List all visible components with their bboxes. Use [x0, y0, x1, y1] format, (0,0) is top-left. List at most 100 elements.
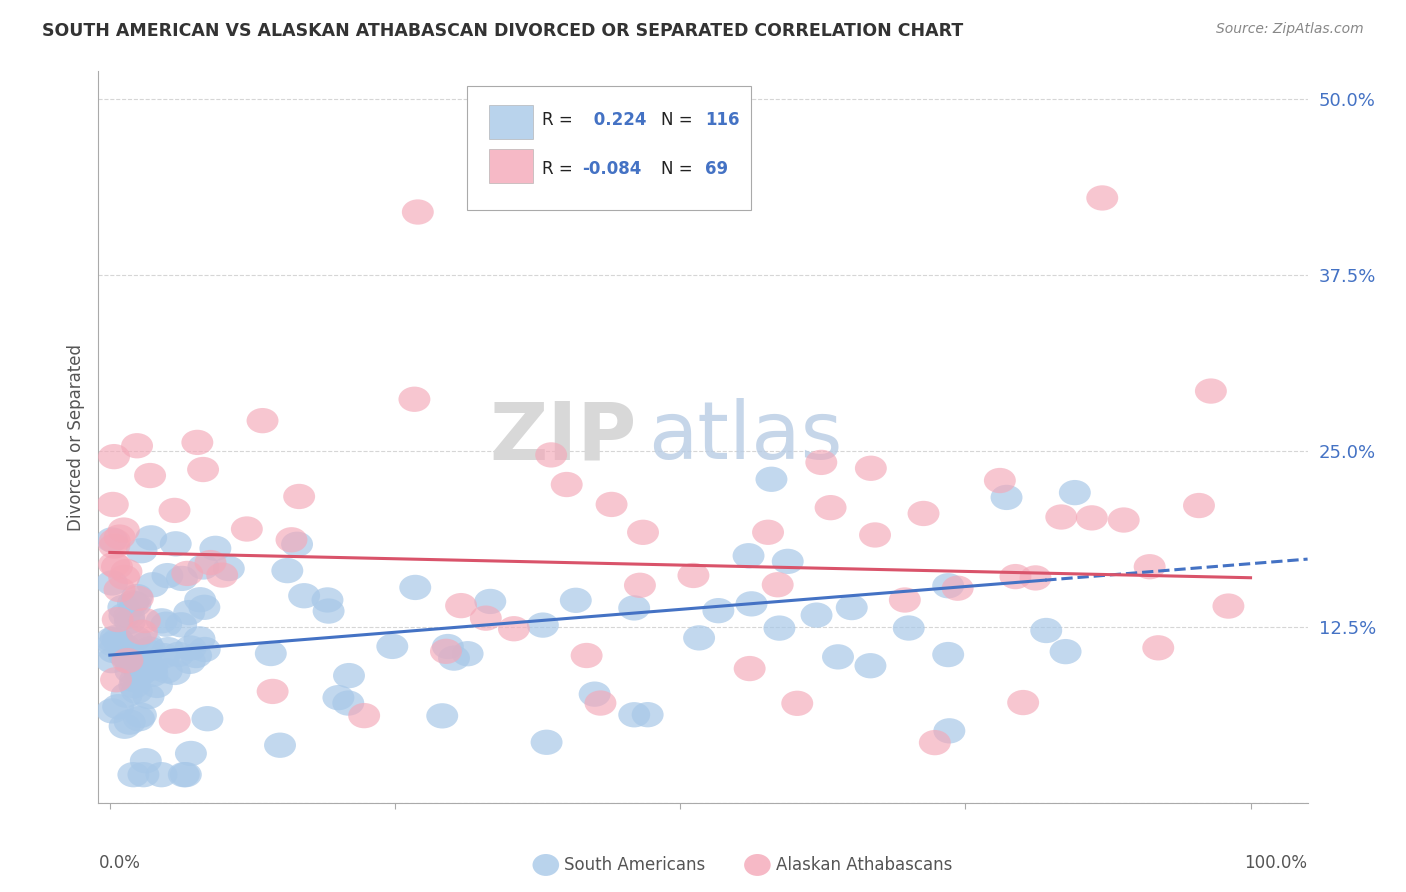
- Ellipse shape: [762, 572, 793, 598]
- Y-axis label: Divorced or Separated: Divorced or Separated: [66, 343, 84, 531]
- Ellipse shape: [131, 631, 163, 657]
- Ellipse shape: [150, 612, 183, 637]
- Ellipse shape: [333, 663, 366, 689]
- Ellipse shape: [772, 549, 804, 574]
- Ellipse shape: [1142, 635, 1174, 660]
- Ellipse shape: [111, 558, 142, 584]
- Ellipse shape: [187, 554, 219, 580]
- Ellipse shape: [120, 591, 152, 617]
- Ellipse shape: [103, 627, 134, 653]
- Ellipse shape: [96, 570, 128, 596]
- Text: ZIP: ZIP: [489, 398, 637, 476]
- Ellipse shape: [800, 602, 832, 628]
- Ellipse shape: [134, 463, 166, 488]
- Ellipse shape: [470, 606, 502, 631]
- Ellipse shape: [122, 706, 155, 731]
- Ellipse shape: [312, 587, 343, 613]
- Ellipse shape: [188, 595, 221, 620]
- Ellipse shape: [283, 483, 315, 509]
- Ellipse shape: [1212, 593, 1244, 619]
- Ellipse shape: [254, 640, 287, 666]
- Ellipse shape: [114, 604, 145, 629]
- Ellipse shape: [114, 649, 146, 675]
- Ellipse shape: [991, 484, 1022, 510]
- Ellipse shape: [174, 648, 205, 674]
- Ellipse shape: [146, 608, 177, 633]
- Ellipse shape: [1059, 480, 1091, 505]
- Ellipse shape: [755, 467, 787, 492]
- Ellipse shape: [1031, 618, 1062, 643]
- Ellipse shape: [560, 588, 592, 613]
- FancyBboxPatch shape: [489, 149, 533, 183]
- Ellipse shape: [1076, 505, 1108, 531]
- Ellipse shape: [835, 595, 868, 620]
- Ellipse shape: [281, 532, 314, 557]
- Ellipse shape: [129, 748, 162, 773]
- Ellipse shape: [117, 591, 149, 615]
- Text: Alaskan Athabascans: Alaskan Athabascans: [776, 856, 952, 874]
- Ellipse shape: [141, 673, 173, 698]
- Ellipse shape: [735, 591, 768, 616]
- Ellipse shape: [188, 637, 221, 662]
- Text: 0.0%: 0.0%: [98, 854, 141, 872]
- Ellipse shape: [191, 706, 224, 731]
- Ellipse shape: [98, 552, 129, 577]
- Ellipse shape: [108, 714, 141, 739]
- Ellipse shape: [121, 584, 153, 609]
- Ellipse shape: [100, 625, 132, 650]
- Ellipse shape: [174, 741, 207, 766]
- Ellipse shape: [160, 531, 191, 557]
- Ellipse shape: [97, 638, 129, 664]
- Ellipse shape: [114, 658, 146, 684]
- Ellipse shape: [1195, 378, 1227, 404]
- Ellipse shape: [134, 636, 166, 662]
- Ellipse shape: [184, 626, 215, 651]
- Ellipse shape: [101, 607, 134, 632]
- Ellipse shape: [212, 556, 245, 582]
- Text: -0.084: -0.084: [582, 160, 641, 178]
- Ellipse shape: [619, 702, 650, 728]
- Ellipse shape: [104, 577, 135, 602]
- Text: 116: 116: [706, 112, 740, 129]
- Ellipse shape: [132, 651, 163, 676]
- Ellipse shape: [624, 573, 657, 598]
- Text: 0.224: 0.224: [588, 112, 647, 129]
- FancyBboxPatch shape: [489, 105, 533, 138]
- Ellipse shape: [536, 442, 567, 467]
- Ellipse shape: [246, 408, 278, 434]
- Ellipse shape: [1000, 564, 1032, 590]
- Ellipse shape: [152, 563, 183, 589]
- Ellipse shape: [733, 543, 765, 568]
- Ellipse shape: [121, 434, 153, 458]
- Text: 69: 69: [706, 160, 728, 178]
- Ellipse shape: [184, 587, 217, 613]
- Ellipse shape: [98, 533, 131, 558]
- Ellipse shape: [187, 457, 219, 483]
- Ellipse shape: [631, 702, 664, 727]
- Ellipse shape: [934, 718, 966, 744]
- Ellipse shape: [135, 525, 167, 550]
- Ellipse shape: [596, 491, 627, 517]
- Ellipse shape: [174, 635, 207, 661]
- Ellipse shape: [108, 565, 141, 590]
- Ellipse shape: [430, 639, 463, 664]
- Ellipse shape: [166, 566, 198, 591]
- Ellipse shape: [920, 730, 950, 756]
- Ellipse shape: [120, 667, 152, 692]
- Ellipse shape: [932, 642, 965, 667]
- Ellipse shape: [108, 603, 141, 628]
- Ellipse shape: [893, 615, 925, 640]
- FancyBboxPatch shape: [467, 86, 751, 211]
- Ellipse shape: [159, 498, 190, 523]
- Ellipse shape: [533, 854, 560, 876]
- Text: N =: N =: [661, 112, 697, 129]
- Ellipse shape: [349, 703, 380, 728]
- Ellipse shape: [855, 456, 887, 481]
- Ellipse shape: [257, 679, 288, 704]
- Ellipse shape: [619, 595, 650, 621]
- Ellipse shape: [752, 520, 785, 545]
- Ellipse shape: [332, 690, 364, 715]
- Ellipse shape: [165, 612, 197, 638]
- Ellipse shape: [585, 690, 616, 715]
- Ellipse shape: [312, 599, 344, 624]
